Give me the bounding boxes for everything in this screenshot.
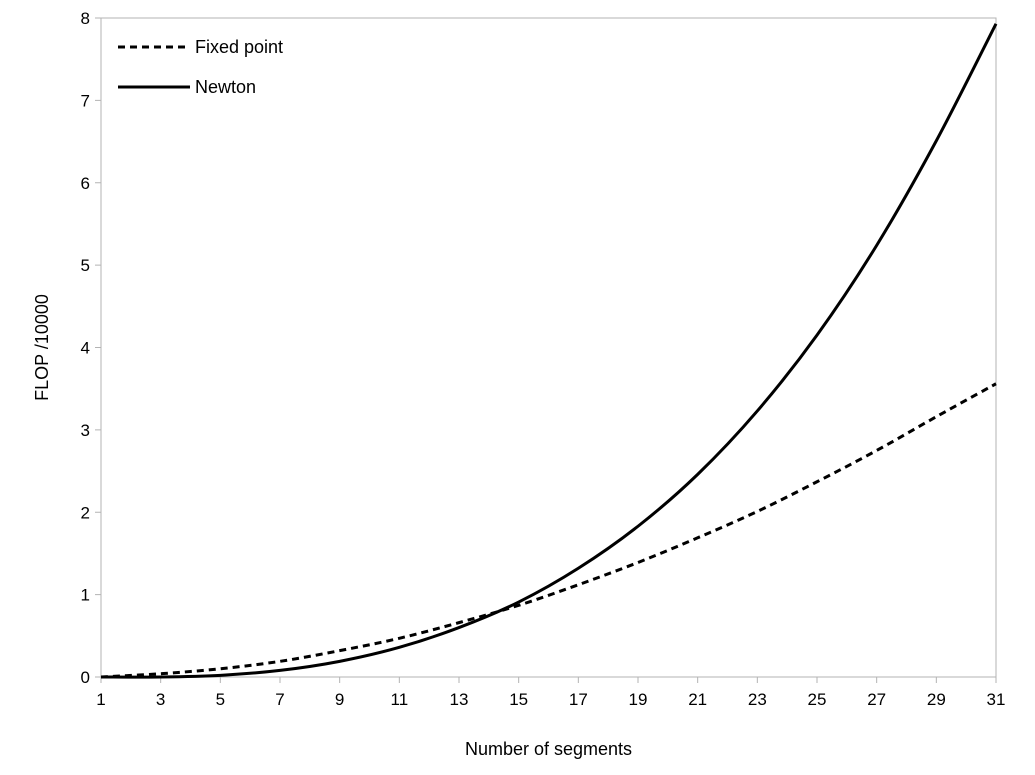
series-layer bbox=[100, 23, 998, 679]
legend-label-fixed-point: Fixed point bbox=[195, 37, 283, 57]
y-tick-label: 0 bbox=[81, 668, 90, 687]
x-tick-label: 23 bbox=[748, 690, 767, 709]
x-tick-label: 29 bbox=[927, 690, 946, 709]
series-line-fixed-point bbox=[100, 382, 997, 679]
series-line-newton bbox=[100, 23, 998, 679]
x-tick-label: 31 bbox=[987, 690, 1006, 709]
x-tick-label: 5 bbox=[216, 690, 225, 709]
legend: Fixed point Newton bbox=[118, 37, 283, 97]
y-tick-label: 5 bbox=[81, 256, 90, 275]
y-axis-title: FLOP /10000 bbox=[32, 294, 52, 401]
x-axis-title: Number of segments bbox=[465, 739, 632, 759]
y-tick-label: 8 bbox=[81, 9, 90, 28]
plot-frame bbox=[100, 17, 997, 678]
y-tick-label: 6 bbox=[81, 174, 90, 193]
y-tick-label: 3 bbox=[81, 421, 90, 440]
plot-area bbox=[100, 17, 997, 678]
legend-label-newton: Newton bbox=[195, 77, 256, 97]
y-tick-label: 2 bbox=[81, 503, 90, 522]
x-tick-label: 21 bbox=[688, 690, 707, 709]
x-tick-label: 11 bbox=[391, 690, 409, 709]
y-tick-label: 4 bbox=[81, 339, 90, 358]
x-tick-label: 9 bbox=[335, 690, 344, 709]
x-tick-label: 17 bbox=[569, 690, 588, 709]
x-tick-label: 15 bbox=[509, 690, 528, 709]
y-tick-label: 1 bbox=[81, 586, 90, 605]
x-tick-label: 19 bbox=[629, 690, 648, 709]
x-tick-label: 27 bbox=[867, 690, 886, 709]
x-tick-label: 13 bbox=[450, 690, 469, 709]
y-tick-label: 7 bbox=[81, 91, 90, 110]
x-tick-label: 25 bbox=[808, 690, 827, 709]
x-tick-label: 3 bbox=[156, 690, 165, 709]
x-tick-label: 7 bbox=[275, 690, 284, 709]
x-tick-label: 1 bbox=[96, 690, 105, 709]
